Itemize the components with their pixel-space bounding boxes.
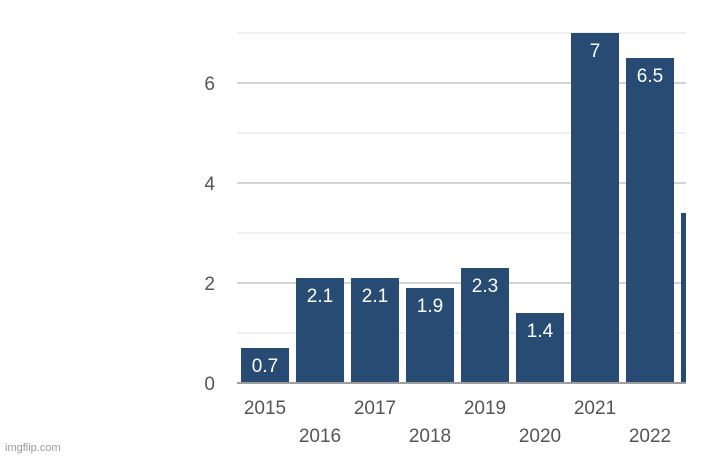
x-tick-label-2022: 2022	[629, 426, 671, 447]
data-label-2021: 7	[590, 41, 601, 62]
watermark-text: imgflip.com	[5, 442, 61, 454]
x-tick-label-2020: 2020	[519, 426, 561, 447]
data-label-2017: 2.1	[362, 286, 388, 307]
data-label-2022: 6.5	[637, 66, 663, 87]
data-label-2016: 2.1	[307, 286, 333, 307]
y-tick-label-4: 4	[204, 174, 215, 195]
bar-2017	[351, 278, 399, 383]
data-label-2015: 0.7	[252, 356, 278, 377]
bar-2022	[626, 58, 674, 383]
x-tick-label-2023: 2	[700, 398, 711, 419]
x-axis-ticks: 2015 2016 2017 2018 2019 2020 2021 2022 2	[244, 398, 711, 447]
bar-2020	[516, 313, 564, 383]
bar-2019	[461, 268, 509, 383]
data-label-2019: 2.3	[472, 276, 498, 297]
bar-2023	[681, 213, 686, 383]
y-tick-label-0: 0	[204, 374, 215, 395]
x-tick-label-2018: 2018	[409, 426, 451, 447]
data-label-2020: 1.4	[527, 321, 554, 342]
x-tick-label-2021: 2021	[574, 398, 616, 419]
bar-2016	[296, 278, 344, 383]
bar-2018	[406, 288, 454, 383]
bar-2015	[241, 348, 289, 383]
bars: 0.7 2.1 2.1 1.9 2.3 1.4 7 6.5	[241, 33, 686, 383]
data-label-2018: 1.9	[417, 296, 443, 317]
y-axis-ticks: 0 2 4 6	[204, 74, 215, 395]
bar-2021	[571, 33, 619, 383]
x-tick-label-2017: 2017	[354, 398, 396, 419]
y-tick-label-6: 6	[204, 74, 215, 95]
y-tick-label-2: 2	[204, 274, 215, 295]
x-tick-label-2015: 2015	[244, 398, 286, 419]
x-tick-label-2019: 2019	[464, 398, 506, 419]
x-tick-label-2016: 2016	[299, 426, 341, 447]
